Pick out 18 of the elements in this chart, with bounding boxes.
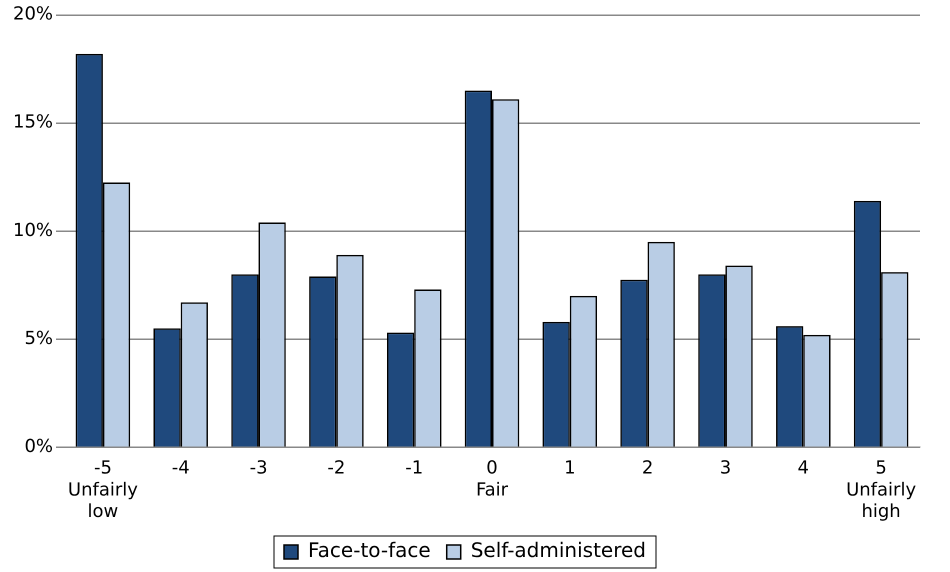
x-tick-label: -3 xyxy=(250,458,268,479)
y-tick-label: 0% xyxy=(24,436,54,457)
x-tick-label: 2 xyxy=(642,458,654,479)
x-tick-label: -1 xyxy=(405,458,424,479)
x-tick-label: -2 xyxy=(327,458,346,479)
y-tick-label: 20% xyxy=(12,4,54,25)
x-tick-label: 3 xyxy=(720,458,732,479)
x-tick-label: 4 xyxy=(798,458,809,479)
y-tick-label: 5% xyxy=(24,328,54,349)
y-tick-label: 10% xyxy=(12,220,54,241)
x-tick-label: -5 Unfairly low xyxy=(68,458,138,522)
x-tick-label: -4 xyxy=(172,458,190,479)
x-tick-label: 5 Unfairly high xyxy=(846,458,916,522)
legend-label: Self-administered xyxy=(470,538,646,562)
x-tick-label: 1 xyxy=(564,458,576,479)
x-tick-label: 0 Fair xyxy=(476,458,509,500)
y-tick-label: 15% xyxy=(12,112,54,133)
legend-label: Face-to-face xyxy=(308,538,431,562)
